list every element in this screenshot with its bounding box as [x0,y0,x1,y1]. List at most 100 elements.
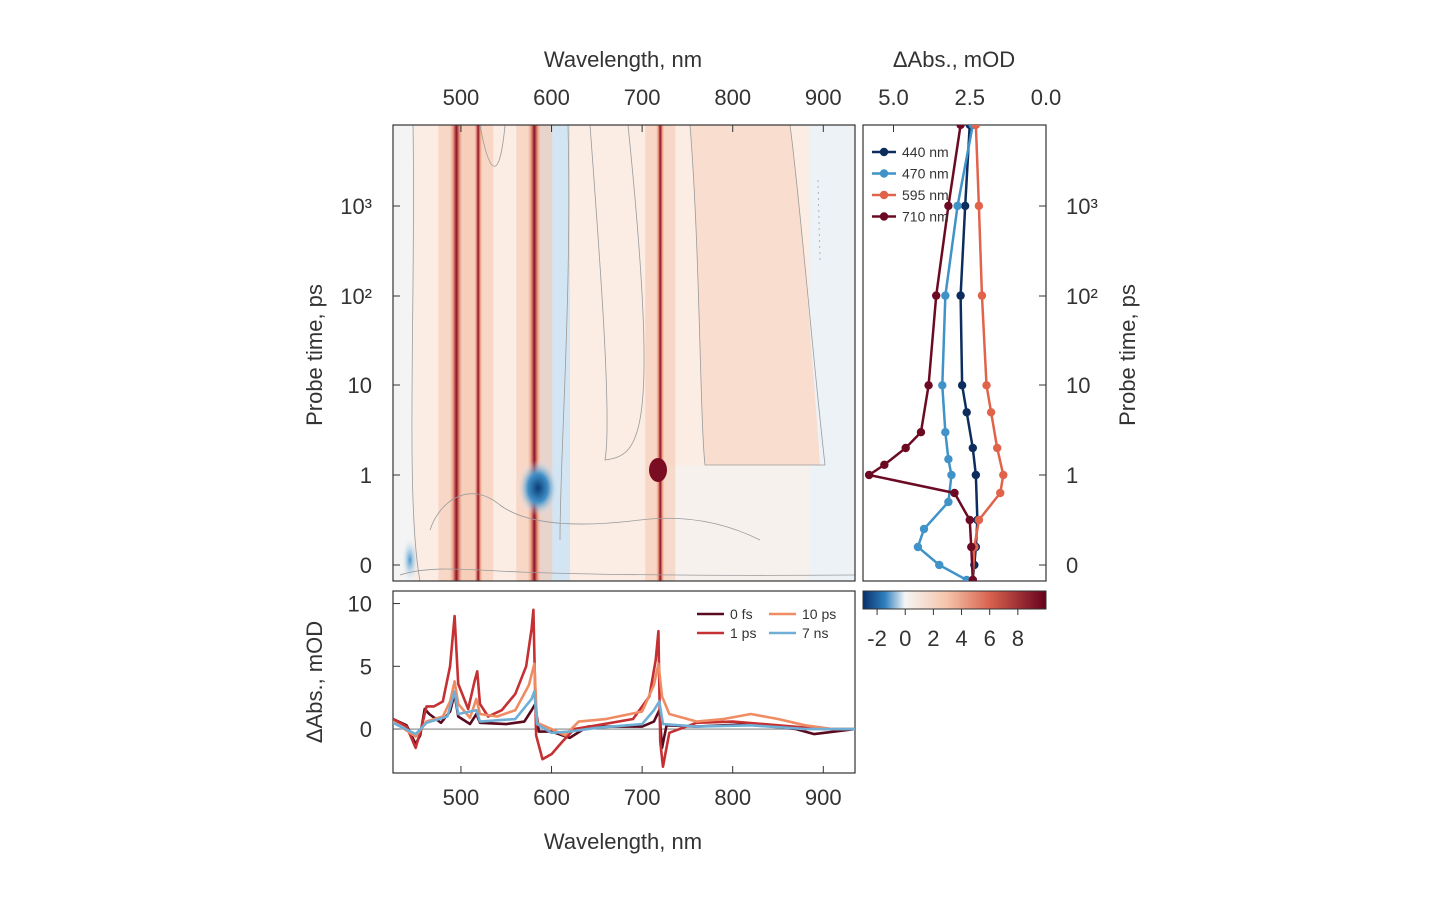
map-band-519 [473,125,484,581]
kinetics-legend-marker [879,147,889,157]
kinetics-point [974,201,984,211]
kinetics-xtick-label: 0.0 [1031,85,1062,110]
kinetics-point [996,488,1005,498]
map-contour [817,179,821,261]
map-ytick-label: 1 [360,463,372,488]
kinetics-point [941,291,950,300]
map-xtick-label: 600 [533,85,570,110]
kinetics-point [913,542,923,552]
map-contour [559,125,570,541]
spectra-xtick-label: 700 [624,785,661,810]
map-xtick-label: 700 [624,85,661,110]
kinetics-ytick-label: 1 [1066,463,1078,488]
map-broad-absorption [690,125,820,465]
kinetics-point [971,125,981,130]
kinetics-legend-marker [879,212,889,221]
map-contour [479,125,506,167]
kinetics-point [971,470,981,480]
kinetics-legend-label: 595 nm [902,187,949,203]
kinetics-point [944,455,953,464]
kinetics-panel: 5.0 2.5 0.0 0 1 10 10² 10³ 440 nm 470 nm 595 nm 7… [862,47,1140,582]
map-xtick-label: 900 [805,85,842,110]
spectra-ytick-label: 10 [348,592,372,617]
kinetics-point [965,515,974,525]
colorbar: -2 0 2 4 6 8 [862,590,1047,651]
spectra-panel: 500 600 700 800 900 0 5 10 0 fs 1 ps 10 ps 7 ns W… [302,590,856,854]
map-late-neutral [660,465,810,581]
kinetics-point [968,443,977,453]
map-negative-blob-452 [402,538,418,581]
kinetics-point [962,408,971,417]
kinetics-ytick-label: 10² [1066,284,1098,309]
colorbar-tick-label: 0 [899,626,911,651]
map-ytick-label: 10² [340,284,372,309]
kinetics-ylabel: Probe time, ps [1115,284,1140,426]
colorbar-gradient [862,590,1047,610]
kinetics-point [932,291,941,300]
kinetics-point [941,428,950,437]
map-negative-blob-588 [518,460,558,516]
map-top-xlabel: Wavelength, nm [544,47,702,72]
kinetics-point [960,201,970,211]
spectra-series-7-ns [393,690,855,736]
map-ytick-label: 0 [360,553,372,578]
kinetics-series-470-nm [913,125,977,581]
map-frame [392,124,856,582]
map-edge-neutral [393,125,413,581]
kinetics-point [938,381,947,390]
kinetics-point [947,470,956,480]
kinetics-frame [862,124,1047,582]
spectra-legend-label: 10 ps [802,606,836,622]
kinetics-line [916,125,975,581]
kinetics-point [999,470,1008,480]
kinetics-point [944,497,953,507]
kinetics-point [982,381,991,390]
kinetics-series-595-nm [968,125,1008,581]
kinetics-xtick-label: 2.5 [954,85,985,110]
map-ytick-label: 10³ [340,194,372,219]
kinetics-point [956,291,965,300]
spectra-series-10-ps [393,662,855,738]
kinetics-point [935,560,944,570]
kinetics-point [880,460,889,469]
map-contour [411,125,421,581]
spectra-frame [392,590,856,774]
kinetics-xtick-label: 5.0 [878,85,909,110]
spectra-xtick-label: 500 [443,785,480,810]
map-features [393,125,855,581]
kinetics-ytick-label: 10³ [1066,194,1098,219]
kinetics-xlabel: ΔAbs., mOD [893,47,1015,72]
kinetics-point [901,443,910,453]
kinetics-point [967,542,976,552]
contour-map-panel: 500 600 700 800 900 0 1 10 10² 10³ Wavelength, n… [302,47,856,582]
kinetics-point [956,125,965,130]
kinetics-legend-label: 710 nm [902,209,949,225]
map-neutral-region [810,125,855,581]
map-band-495 [448,125,465,581]
kinetics-line [865,125,975,581]
kinetics-point [957,381,967,390]
kinetics-legend-marker [879,190,889,200]
kinetics-point [953,201,962,211]
kinetics-legend-marker [879,169,889,178]
kinetics-point [968,575,977,581]
map-contour [689,125,826,466]
spectra-ytick-label: 5 [360,654,372,679]
spectra-xtick-label: 800 [714,785,751,810]
map-contour [399,568,855,576]
kinetics-legend-label: 440 nm [902,144,949,160]
kinetics-point [986,408,996,417]
kinetics-point [944,201,953,211]
map-contour [429,493,761,541]
colorbar-tick-label: 6 [984,626,996,651]
kinetics-ytick-label: 10 [1066,373,1090,398]
map-ylabel: Probe time, ps [302,284,327,426]
spectra-xtick-label: 600 [533,785,570,810]
colorbar-tick-label: 2 [927,626,939,651]
kinetics-legend-label: 470 nm [902,166,949,182]
spectra-legend-label: 7 ns [802,625,828,641]
spectra-legend-label: 1 ps [730,625,756,641]
spectra-xlabel: Wavelength, nm [544,829,702,854]
